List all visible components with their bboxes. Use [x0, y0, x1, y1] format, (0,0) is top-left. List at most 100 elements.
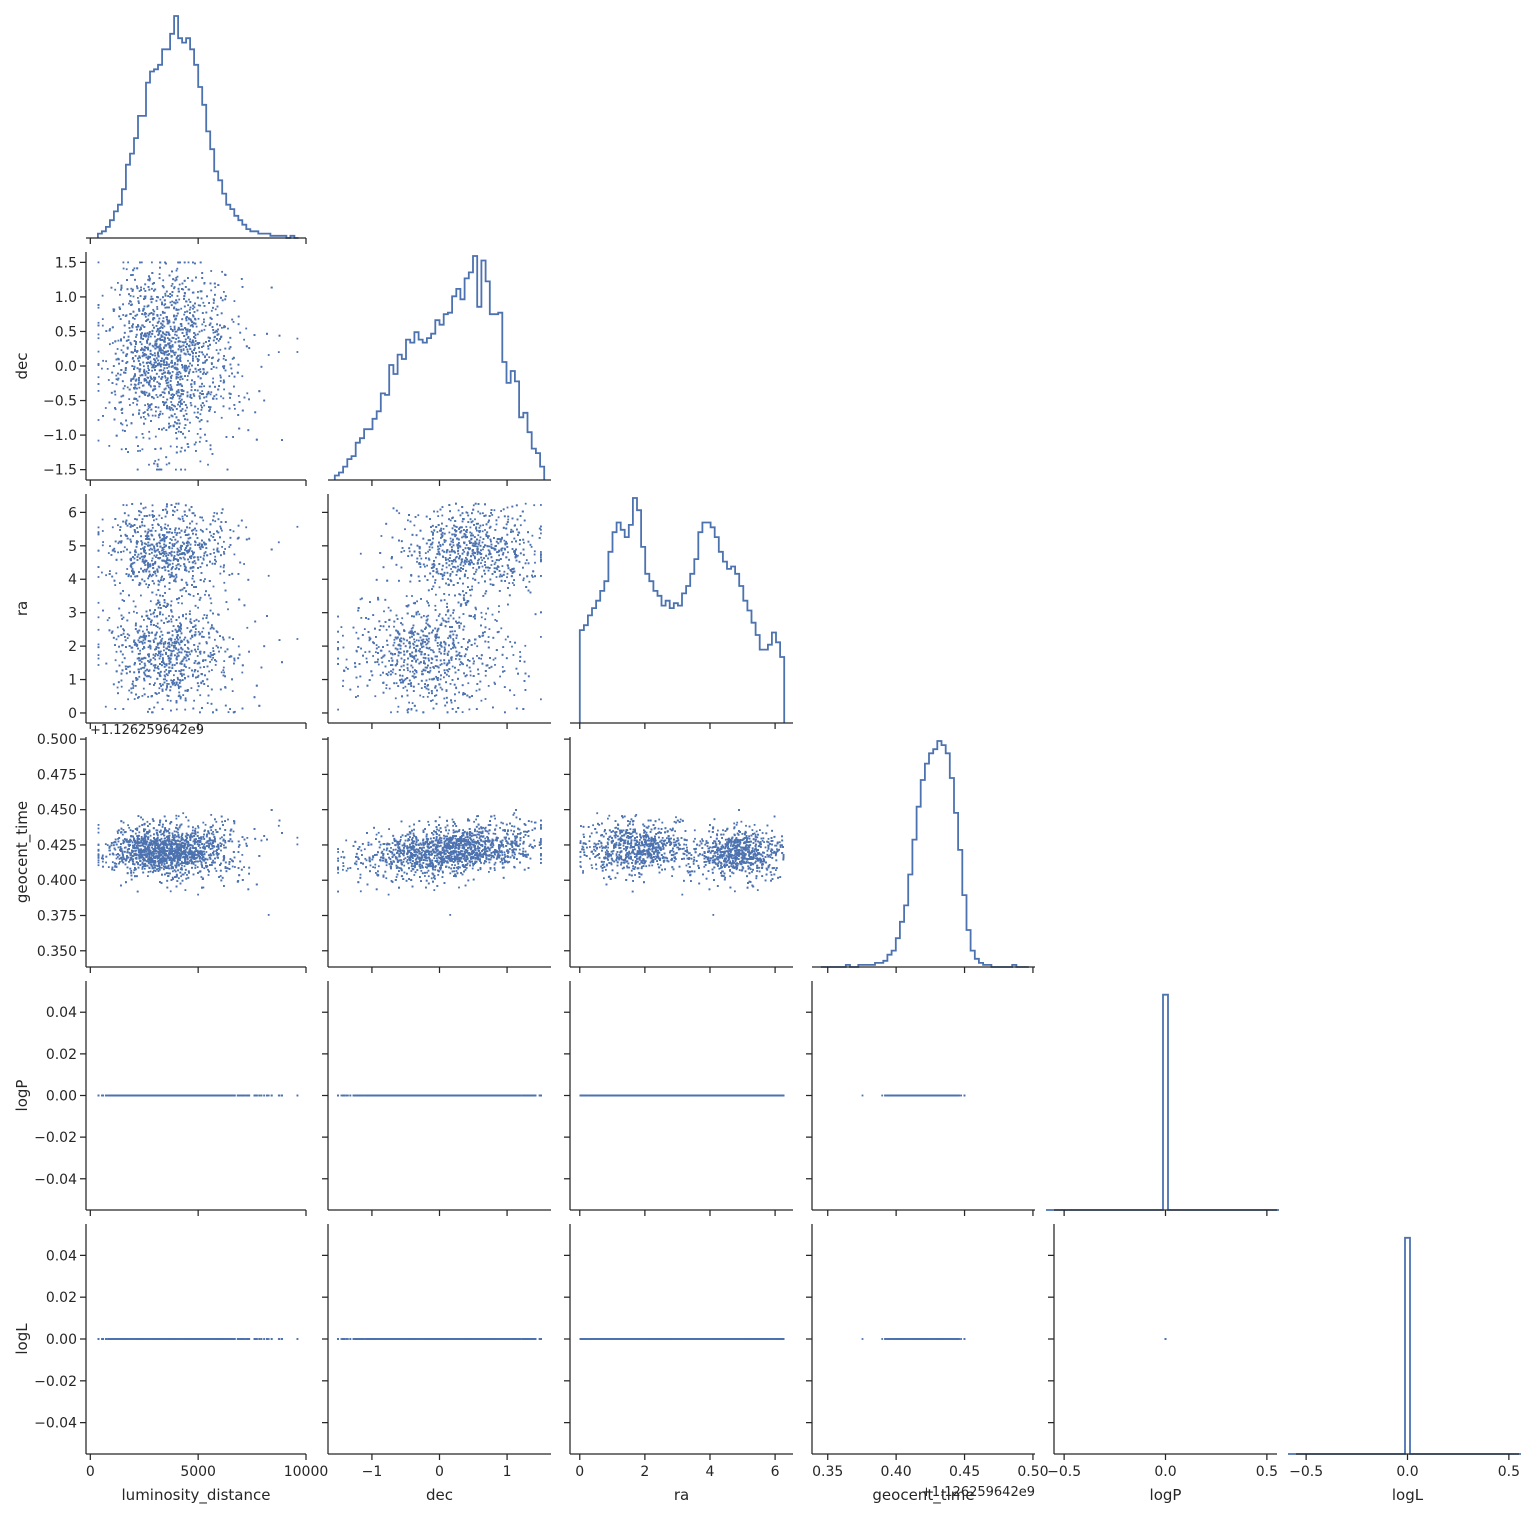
scatter-point — [141, 332, 143, 334]
scatter-point — [234, 300, 236, 302]
scatter-point — [170, 446, 172, 448]
scatter-point — [140, 417, 142, 419]
scatter-point — [178, 291, 180, 293]
scatter-point — [131, 365, 133, 367]
scatter-point — [140, 328, 142, 330]
scatter-point — [130, 688, 132, 690]
scatter-point — [203, 558, 205, 560]
scatter-point — [217, 334, 219, 336]
scatter-point — [223, 355, 225, 357]
scatter-point — [102, 544, 104, 546]
scatter-point — [229, 348, 231, 350]
scatter-point — [171, 398, 173, 400]
scatter-point — [131, 692, 133, 694]
scatter-point — [158, 515, 160, 517]
scatter-point — [191, 555, 193, 557]
scatter-point — [173, 625, 175, 627]
scatter-point — [195, 442, 197, 444]
y-axis-label-dec: dec — [13, 353, 31, 380]
scatter-point — [170, 679, 172, 681]
scatter-point — [152, 510, 154, 512]
scatter-point — [98, 262, 100, 264]
scatter-point — [171, 532, 173, 534]
scatter-point — [169, 588, 171, 590]
scatter-point — [176, 656, 178, 658]
scatter-point — [147, 544, 149, 546]
scatter-point — [187, 446, 189, 448]
scatter-point — [158, 428, 160, 430]
scatter-point — [102, 610, 104, 612]
scatter-point — [135, 315, 137, 317]
scatter-point — [176, 637, 178, 639]
scatter-point — [188, 366, 190, 368]
scatter-point — [184, 311, 186, 313]
scatter-point — [170, 397, 172, 399]
scatter-point — [154, 362, 156, 364]
scatter-point — [148, 289, 150, 291]
scatter-point — [137, 324, 139, 326]
scatter-point — [144, 569, 146, 571]
scatter-point — [168, 370, 170, 372]
scatter-point — [187, 351, 189, 353]
scatter-point — [165, 456, 167, 458]
scatter-point — [197, 417, 199, 419]
scatter-point — [138, 669, 140, 671]
scatter-point — [131, 330, 133, 332]
scatter-point — [115, 541, 117, 543]
scatter-point — [144, 525, 146, 527]
scatter-point — [197, 607, 199, 609]
scatter-point — [201, 562, 203, 564]
scatter-point — [163, 317, 165, 319]
scatter-point — [184, 437, 186, 439]
scatter-point — [143, 678, 145, 680]
scatter-point — [187, 552, 189, 554]
scatter-point — [180, 589, 182, 591]
scatter-point — [148, 384, 150, 386]
scatter-point — [193, 395, 195, 397]
scatter-point — [201, 383, 203, 385]
scatter-point — [231, 373, 233, 375]
scatter-point — [128, 612, 130, 614]
scatter-point — [152, 567, 154, 569]
scatter-point — [153, 707, 155, 709]
scatter-point — [175, 503, 177, 505]
scatter-point — [231, 319, 233, 321]
scatter-point — [213, 650, 215, 652]
scatter-point — [208, 655, 210, 657]
scatter-point — [189, 341, 191, 343]
scatter-point — [152, 319, 154, 321]
scatter-point — [184, 280, 186, 282]
scatter-point — [184, 353, 186, 355]
scatter-point — [159, 604, 161, 606]
scatter-point — [157, 334, 159, 336]
scatter-point — [112, 382, 114, 384]
scatter-point — [179, 423, 181, 425]
scatter-point — [201, 272, 203, 274]
scatter-point — [154, 616, 156, 618]
scatter-point — [184, 375, 186, 377]
scatter-point — [128, 574, 130, 576]
scatter-point — [128, 398, 130, 400]
scatter-point — [168, 642, 170, 644]
scatter-point — [166, 331, 168, 333]
scatter-point — [208, 302, 210, 304]
scatter-point — [174, 532, 176, 534]
scatter-point — [134, 349, 136, 351]
scatter-point — [150, 376, 152, 378]
scatter-point — [189, 527, 191, 529]
scatter-point — [125, 355, 127, 357]
scatter-point — [227, 328, 229, 330]
scatter-point — [160, 631, 162, 633]
scatter-point — [189, 329, 191, 331]
scatter-point — [143, 619, 145, 621]
scatter-point — [128, 303, 130, 305]
scatter-point — [149, 669, 151, 671]
scatter-point — [179, 405, 181, 407]
scatter-point — [156, 554, 158, 556]
scatter-point — [164, 351, 166, 353]
scatter-point — [132, 326, 134, 328]
scatter-point — [173, 405, 175, 407]
scatter-point — [118, 358, 120, 360]
scatter-point — [129, 539, 131, 541]
